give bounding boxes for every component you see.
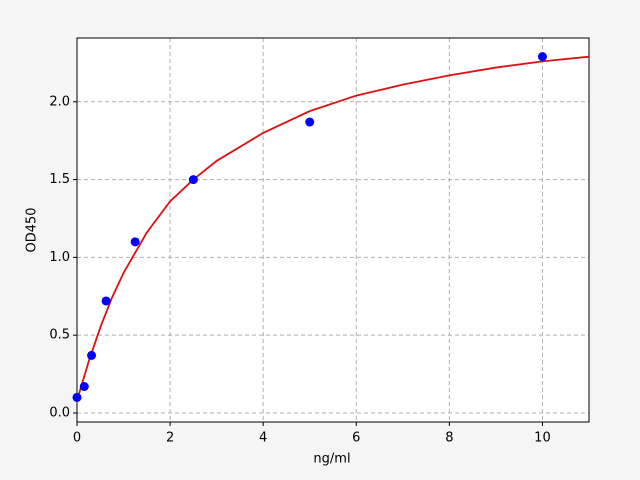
data-point bbox=[72, 392, 82, 402]
fit-curve bbox=[77, 55, 589, 401]
data-point bbox=[130, 237, 140, 247]
x-tick-label: 8 bbox=[445, 431, 453, 446]
y-tick-label: 1.0 bbox=[49, 250, 70, 265]
y-tick-label: 1.5 bbox=[49, 172, 70, 187]
x-tick-label: 2 bbox=[166, 431, 174, 446]
data-point bbox=[305, 117, 315, 127]
y-tick-label: 0.0 bbox=[49, 405, 70, 420]
data-point bbox=[188, 175, 198, 185]
y-axis-label: OD450 bbox=[25, 207, 40, 252]
x-tick-label: 0 bbox=[73, 431, 81, 446]
x-axis-label: ng/ml bbox=[313, 452, 350, 467]
x-tick-label: 10 bbox=[534, 431, 551, 446]
x-tick-label: 6 bbox=[352, 431, 360, 446]
plot-area bbox=[77, 38, 589, 422]
y-tick-label: 2.0 bbox=[49, 94, 70, 109]
data-point bbox=[537, 52, 547, 62]
data-point bbox=[79, 382, 89, 392]
plot-frame bbox=[76, 37, 590, 423]
data-point bbox=[101, 296, 111, 306]
y-tick-label: 0.5 bbox=[49, 328, 70, 343]
x-tick-label: 4 bbox=[259, 431, 267, 446]
data-point bbox=[87, 350, 97, 360]
